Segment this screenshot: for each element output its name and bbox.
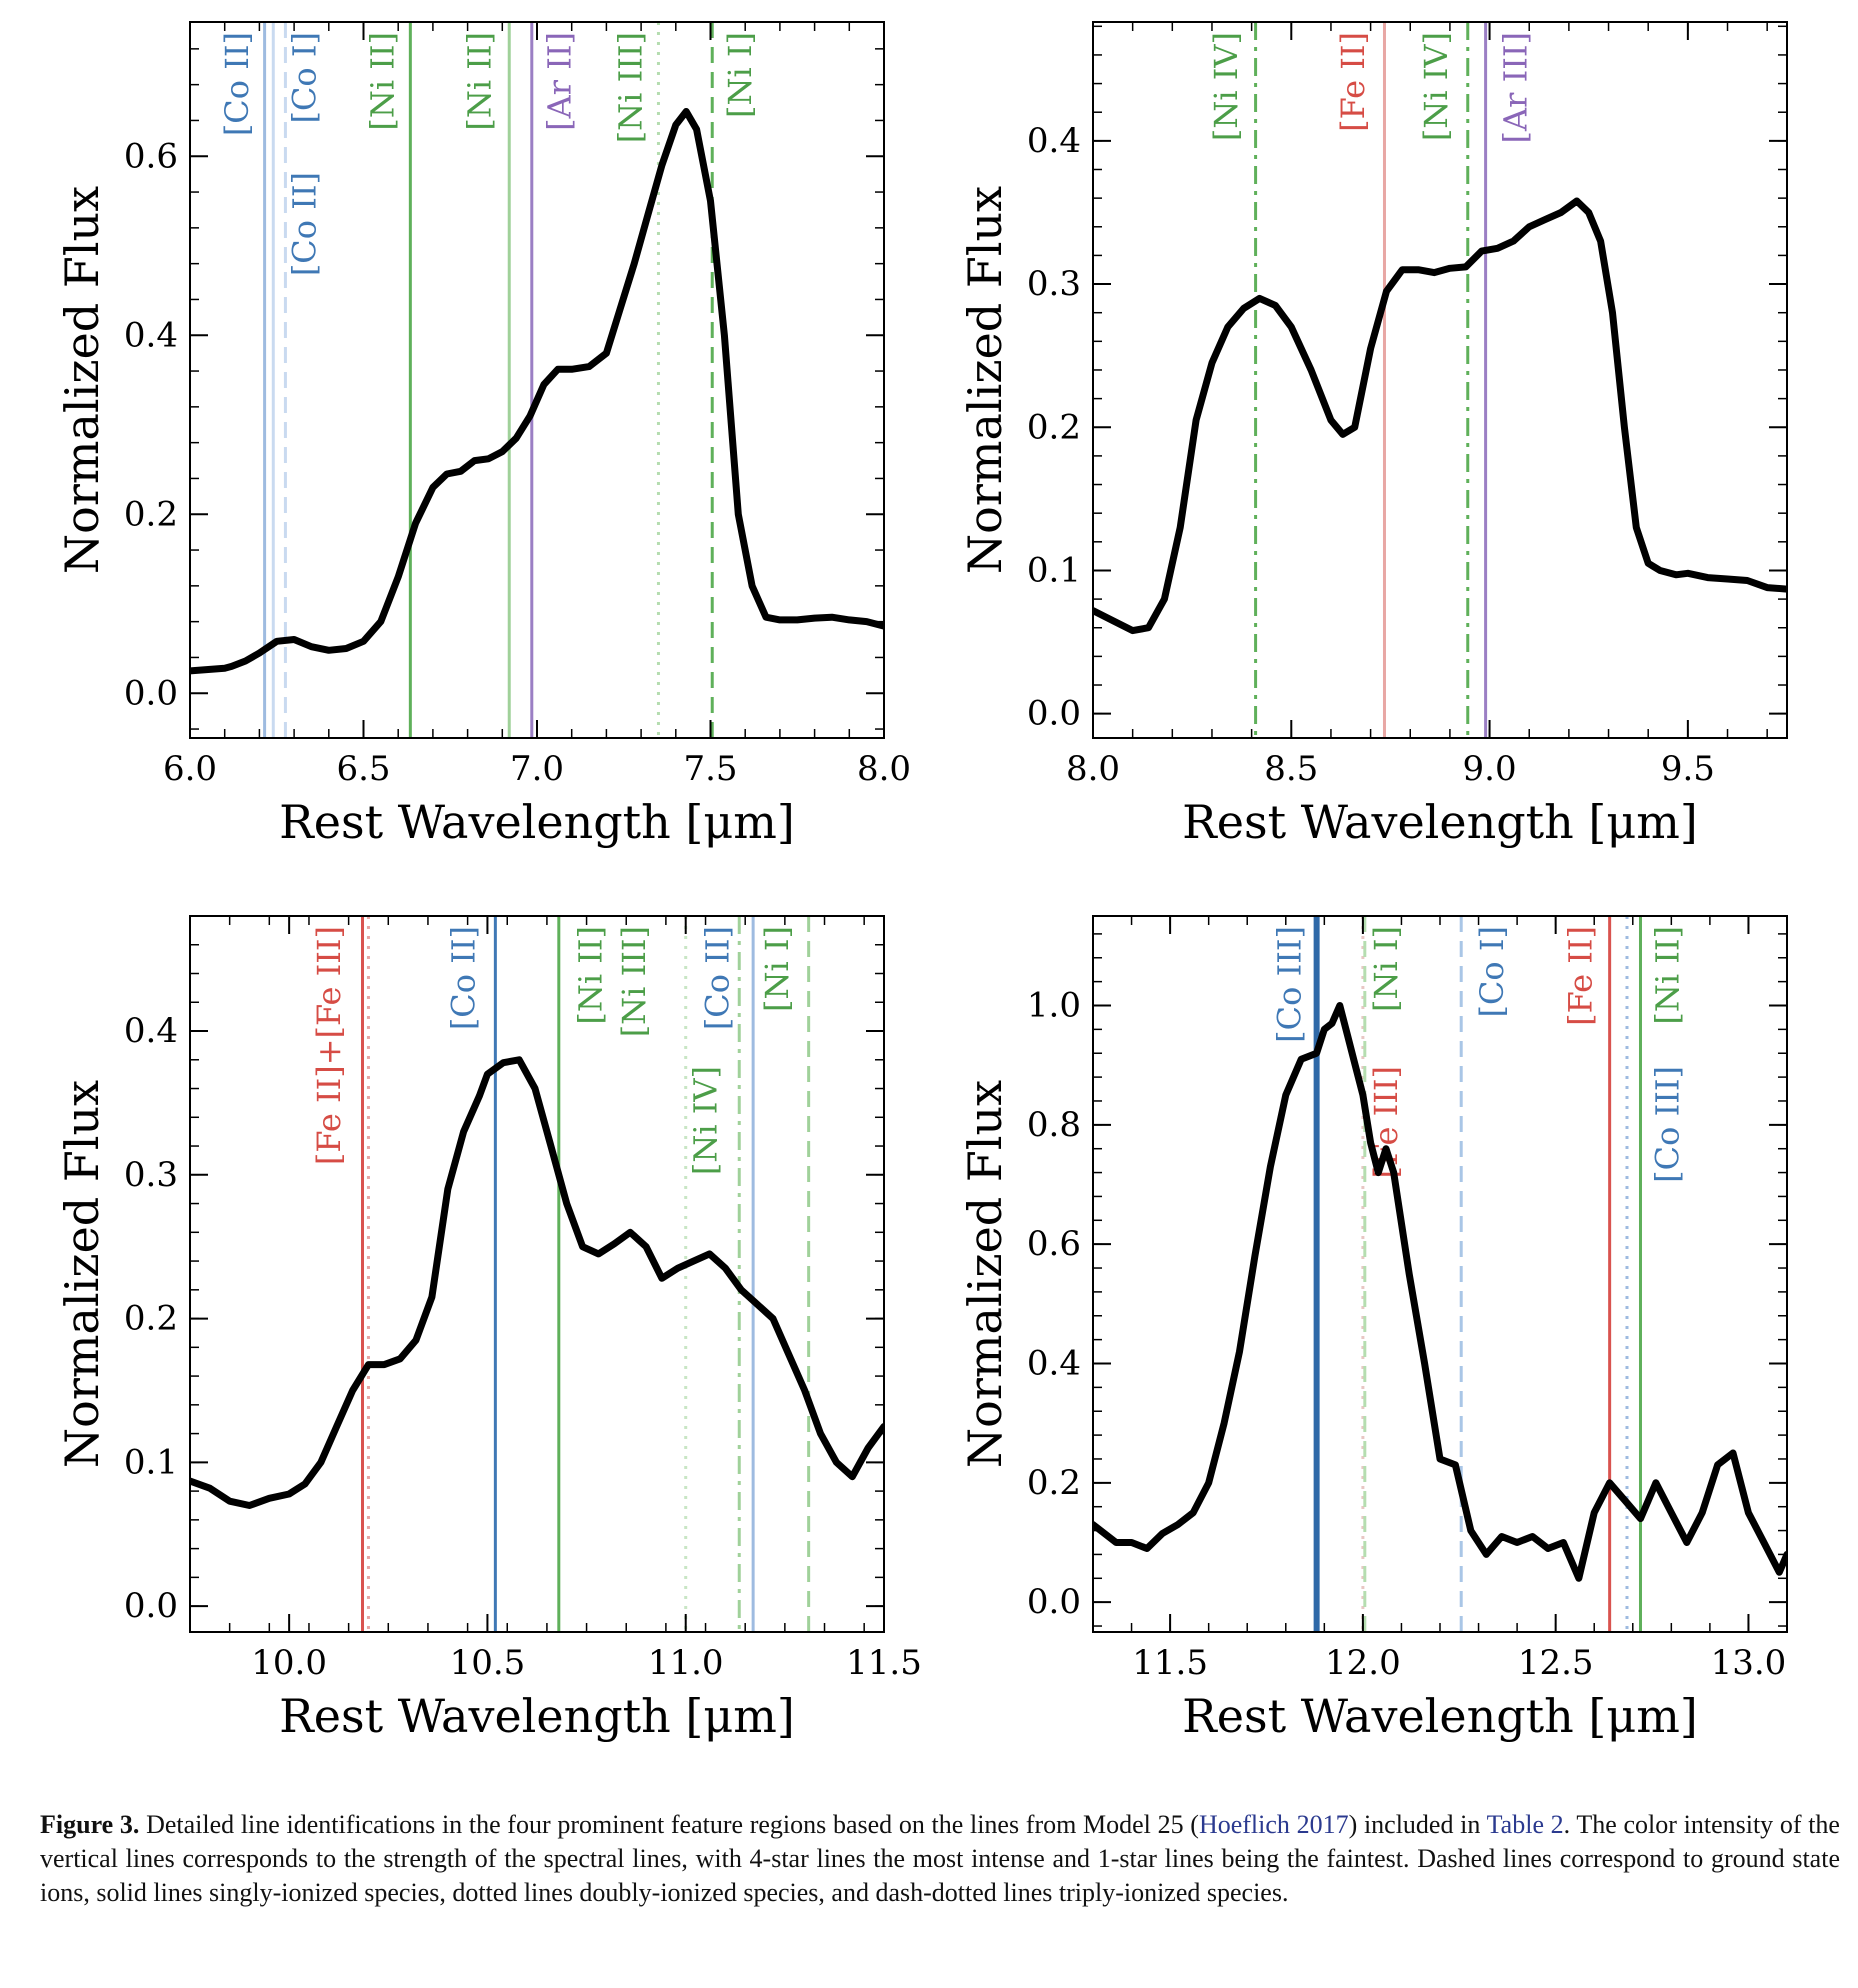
y-tick-label-3: 0.4 xyxy=(1027,1344,1081,1384)
chart-panel-4: [Co III] [Ni I][Fe III][Co I] [Fe II] [Ni I… xyxy=(958,915,1788,1743)
x-tick-label-2: 6.5 xyxy=(336,749,390,789)
x-tick-label-1: 8.0 xyxy=(1066,749,1120,789)
y-tick-label-1: 0.0 xyxy=(1027,1582,1081,1622)
line-label-7: [Ni III] xyxy=(612,32,650,143)
spectrum-curve xyxy=(190,1056,884,1509)
y-tick-label-3: 0.2 xyxy=(1027,407,1081,447)
line-label-3: [Co II] xyxy=(286,172,324,276)
caption-text-2: ) included in xyxy=(1348,1810,1487,1839)
x-tick-label-3: 11.0 xyxy=(648,1643,724,1683)
y-tick-label-2: 0.1 xyxy=(1027,550,1081,590)
line-label-6: [Co II] xyxy=(698,926,736,1030)
line-label-7: [Co III] xyxy=(1648,1066,1686,1183)
y-tick-label-6: 1.0 xyxy=(1027,986,1081,1026)
y-tick-label-5: 0.8 xyxy=(1027,1105,1081,1145)
x-tick-label-2: 8.5 xyxy=(1264,749,1318,789)
x-tick-label-2: 12.0 xyxy=(1325,1643,1401,1683)
x-tick-label-4: 9.5 xyxy=(1661,749,1715,789)
line-label-4: [Co I] xyxy=(1473,926,1511,1018)
x-axis-label: Rest Wavelength [μm] xyxy=(1182,1689,1698,1743)
figure-canvas: [Co II] [Co I] [Co II] [Ni II] [Ni II] [Ar II… xyxy=(55,21,1788,1743)
x-tick-label-3: 12.5 xyxy=(1518,1643,1594,1683)
line-label-2: [Co I] xyxy=(286,32,324,124)
line-label-6: [Ni II] xyxy=(1648,926,1686,1025)
y-axis-label: Normalized Flux xyxy=(55,186,109,574)
y-tick-label-5: 0.4 xyxy=(1027,121,1081,161)
line-label-5: [Fe II] xyxy=(1562,926,1600,1026)
spectrum-curve xyxy=(1093,197,1787,635)
y-tick-label-3: 0.4 xyxy=(124,315,178,355)
figure-caption: Figure 3. Detailed line identifications … xyxy=(40,1808,1840,1910)
caption-text-1: Detailed line identifications in the fou… xyxy=(146,1810,1199,1839)
line-label-2: [Ni I] xyxy=(1367,926,1405,1012)
chart-panel-1: [Co II] [Co I] [Co II] [Ni II] [Ni II] [Ar II… xyxy=(55,21,911,849)
x-tick-label-3: 7.0 xyxy=(510,749,564,789)
line-label-6: [Ar II] xyxy=(541,32,579,131)
line-label-4: [Ni II] xyxy=(364,32,402,131)
y-tick-label-2: 0.1 xyxy=(124,1442,178,1482)
caption-label: Figure 3. xyxy=(40,1810,140,1839)
x-axis-label: Rest Wavelength [μm] xyxy=(279,1689,795,1743)
caption-citation-link[interactable]: Hoeflich 2017 xyxy=(1198,1810,1349,1839)
caption-table-link[interactable]: Table 2 xyxy=(1486,1810,1564,1839)
y-axis-label: Normalized Flux xyxy=(55,1080,109,1468)
line-label-5: [Ni IV] xyxy=(687,1066,725,1175)
y-axis-label: Normalized Flux xyxy=(958,186,1012,574)
line-label-2: [Co II] xyxy=(445,926,483,1030)
y-tick-label-1: 0.0 xyxy=(124,673,178,713)
y-tick-label-2: 0.2 xyxy=(124,494,178,534)
y-tick-label-2: 0.2 xyxy=(1027,1463,1081,1503)
plot-frame xyxy=(1092,21,1788,739)
line-label-8: [Ni I] xyxy=(721,32,759,118)
x-tick-label-4: 13.0 xyxy=(1711,1643,1787,1683)
spectrum-curve xyxy=(1093,1002,1787,1582)
x-tick-label-4: 11.5 xyxy=(846,1643,922,1683)
y-tick-label-1: 0.0 xyxy=(1027,694,1081,734)
line-label-7: [Ni I] xyxy=(758,926,796,1012)
plot-frame xyxy=(189,915,885,1633)
caption-text-3: . The color intensity of the vertical li… xyxy=(40,1810,1840,1907)
line-label-3: [Ni II] xyxy=(572,926,610,1025)
line-label-3: [Ni IV] xyxy=(1417,32,1455,141)
x-tick-label-4: 7.5 xyxy=(683,749,737,789)
y-tick-label-4: 0.6 xyxy=(1027,1224,1081,1264)
x-tick-label-5: 8.0 xyxy=(857,749,911,789)
line-label-4: [Ar III] xyxy=(1496,32,1534,143)
x-axis-label: Rest Wavelength [μm] xyxy=(279,795,795,849)
y-tick-label-1: 0.0 xyxy=(124,1586,178,1626)
y-tick-label-4: 0.6 xyxy=(124,136,178,176)
y-tick-label-3: 0.2 xyxy=(124,1299,178,1339)
line-label-1: [Co III] xyxy=(1271,926,1309,1043)
x-axis-label: Rest Wavelength [μm] xyxy=(1182,795,1698,849)
line-label-1: [Ni IV] xyxy=(1207,32,1245,141)
spectrum-curve xyxy=(190,108,884,675)
line-label-2: [Fe II] xyxy=(1334,32,1372,132)
x-tick-label-1: 10.0 xyxy=(251,1643,327,1683)
y-axis-label: Normalized Flux xyxy=(958,1080,1012,1468)
line-label-5: [Ni II] xyxy=(461,32,499,131)
y-tick-label-4: 0.3 xyxy=(1027,264,1081,304)
y-tick-label-5: 0.4 xyxy=(124,1011,178,1051)
x-tick-label-1: 6.0 xyxy=(163,749,217,789)
chart-panel-3: [Fe II]+[Fe III] [Co II] [Ni II] [Ni III] [N… xyxy=(55,915,922,1743)
y-tick-label-4: 0.3 xyxy=(124,1155,178,1195)
chart-panel-2: [Ni IV] [Fe II] [Ni IV] [Ar III] 8.0 8.5 9.0 9.… xyxy=(958,21,1788,849)
x-tick-label-2: 10.5 xyxy=(450,1643,526,1683)
line-label-4: [Ni III] xyxy=(615,926,653,1037)
x-tick-label-1: 11.5 xyxy=(1132,1643,1208,1683)
line-label-1: [Fe II]+[Fe III] xyxy=(310,926,348,1165)
plot-frame xyxy=(189,21,885,739)
x-tick-label-3: 9.0 xyxy=(1463,749,1517,789)
line-label-1: [Co II] xyxy=(218,32,256,136)
